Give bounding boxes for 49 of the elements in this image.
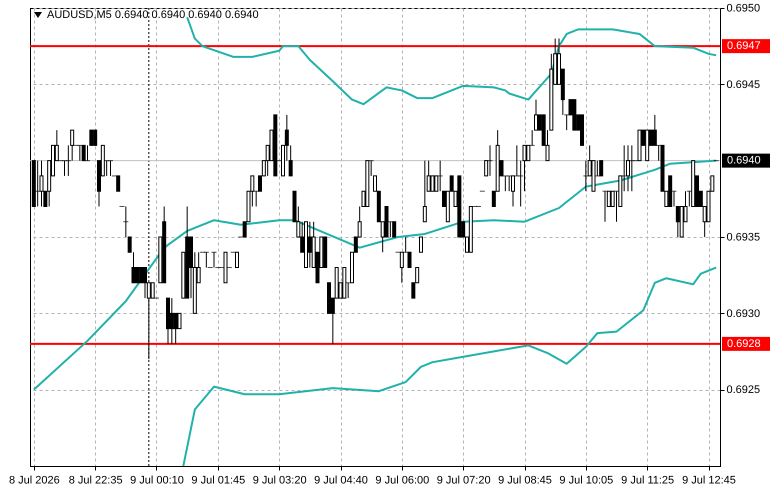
x-tick-label: 8 Jul 22:35 [68,474,123,486]
candlestick [506,175,512,192]
candlestick [35,160,40,207]
candlestick [139,267,144,284]
y-tick-label: 0.6925 [726,384,760,396]
x-tick-label: 9 Jul 12:45 [682,474,736,486]
x-tick-label: 9 Jul 03:20 [252,474,307,486]
candlestick [583,160,588,192]
x-tick-label: 9 Jul 06:00 [375,474,430,486]
candlestick [422,160,427,222]
candlestick [488,144,492,176]
x-tick-label: 9 Jul 10:05 [559,474,614,486]
x-tick-label: 9 Jul 00:10 [130,474,184,486]
candlestick [602,190,608,222]
chart-title: AUDUSD,M5 0.6940 0.6940 0.6940 0.6940 [47,9,259,21]
candlestick [150,282,155,299]
candlestick [178,312,182,330]
y-tick-label: 0.6930 [726,308,760,320]
line-series [182,266,718,466]
candlestick [400,252,404,284]
x-tick-label: 9 Jul 11:25 [621,474,674,486]
candlestick [204,252,209,268]
candlestick [77,144,82,162]
ref-line-label: 0.6940 [727,154,761,167]
candlestick [174,312,178,344]
candlestick [212,252,216,268]
candlestick [526,144,530,162]
candlestick [430,175,434,192]
y-tick-label: 0.6945 [726,78,760,91]
ref-line-label: 0.6928 [727,338,761,350]
candlestick [82,144,86,162]
candlestick [652,114,657,146]
x-tick-label: 9 Jul 08:45 [498,474,552,486]
candlestick [308,221,312,268]
candlestick [116,175,120,192]
y-tick-label: 0.6935 [726,232,760,244]
candlestick [599,160,604,176]
candlestick [108,160,113,176]
candlestick [93,130,98,146]
x-tick-label: 8 Jul 2026 [8,474,60,486]
candlestick [392,221,396,238]
y-tick-label: 0.6950 [726,2,760,14]
candlestick [419,236,423,253]
x-tick-label: 9 Jul 04:40 [314,474,368,486]
x-tick-label: 9 Jul 07:20 [436,474,491,486]
line-series [32,160,718,391]
candlestick [135,267,140,284]
ref-line-label: 0.6947 [727,40,761,52]
x-tick-label: 9 Jul 01:45 [191,474,246,486]
